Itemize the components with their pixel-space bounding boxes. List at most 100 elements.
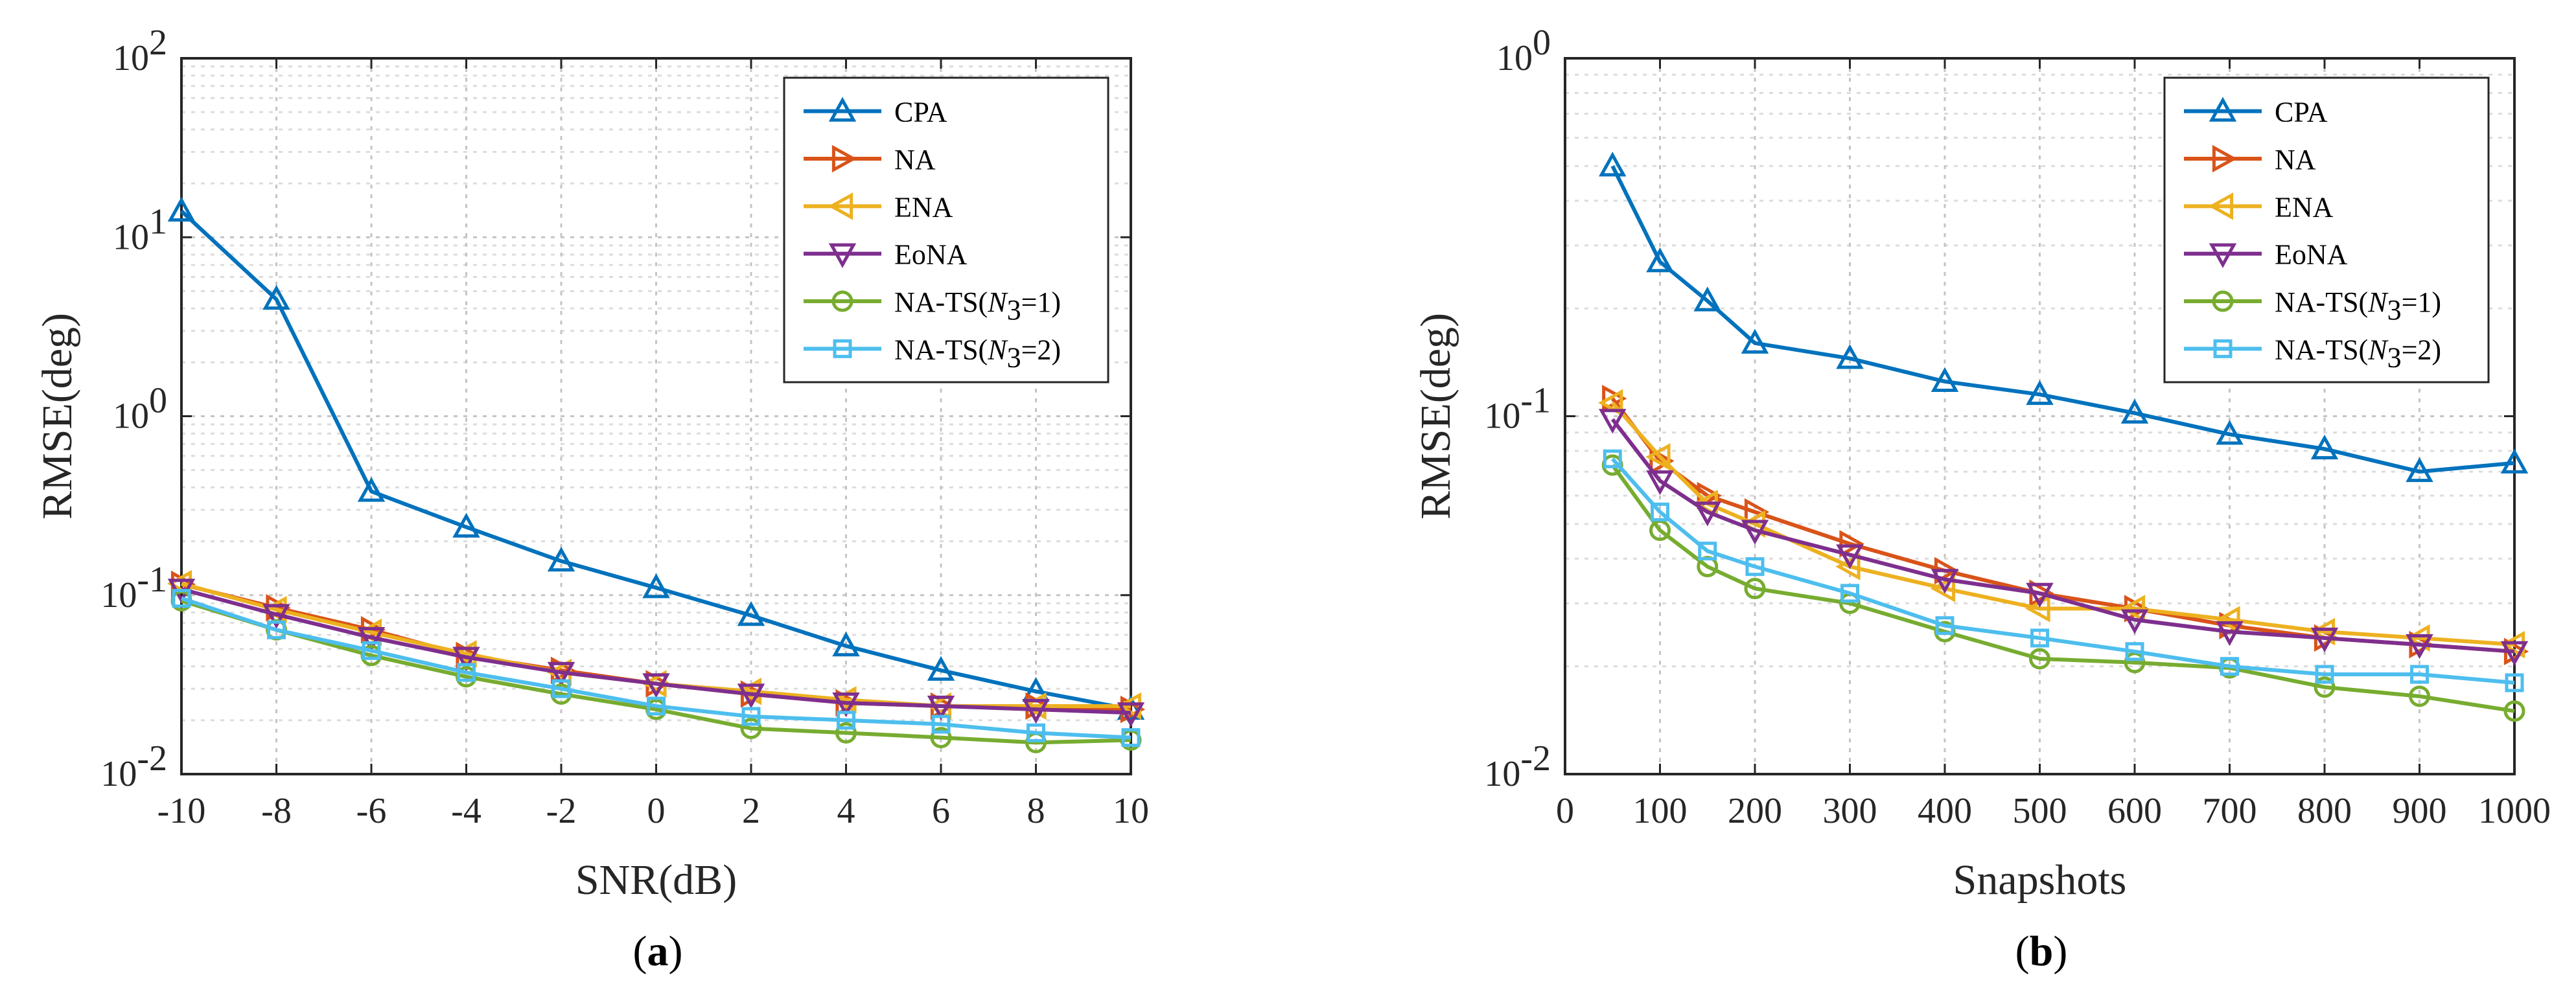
data-point <box>2500 641 2529 666</box>
legend-label-part: =2) <box>1021 334 1061 365</box>
y-tick-label: 102 <box>113 23 167 78</box>
y-tick-label: 10-2 <box>100 738 167 794</box>
series-line <box>180 209 1131 712</box>
legend-label-part: =1) <box>1021 286 1061 318</box>
legend-label-part: NA-TS( <box>2275 286 2368 318</box>
data-point <box>835 722 857 744</box>
legend-marker <box>828 192 853 220</box>
y-tick-exponent: 0 <box>1533 23 1551 63</box>
data-point <box>262 604 290 629</box>
data-point <box>737 600 765 626</box>
legend-label-part: EoNA <box>2275 239 2348 271</box>
data-point <box>2029 648 2050 670</box>
y-axis-label: RMSE(deg) <box>34 313 81 520</box>
data-point <box>1741 520 1769 545</box>
panel-caption: (b) <box>2015 928 2068 975</box>
legend-label-italic: N <box>2367 286 2389 318</box>
legend-item: EoNA <box>2184 239 2348 271</box>
legend-item: EoNA <box>804 239 968 271</box>
legend-label-part: ENA <box>2275 191 2334 223</box>
legend-label-part: CPA <box>894 97 947 128</box>
legend-label: EoNA <box>894 239 968 271</box>
y-tick-label: 10-1 <box>100 560 167 615</box>
x-tick-label: 2 <box>742 791 760 831</box>
legend-label-part: =2) <box>2402 334 2441 365</box>
legend-item: CPA <box>2184 97 2328 128</box>
x-tick-label: 700 <box>2203 791 2257 831</box>
x-tick-label: -10 <box>157 791 206 831</box>
data-point <box>1651 502 1669 521</box>
x-tick-label: -8 <box>261 791 292 831</box>
legend-item: NA-TS(N3=2) <box>2184 334 2441 373</box>
data-point <box>262 284 290 310</box>
legend-marker <box>833 339 852 358</box>
data-point <box>2505 673 2524 692</box>
x-tick-label: 400 <box>1918 791 1972 831</box>
data-point <box>2120 609 2149 634</box>
data-point <box>832 632 860 657</box>
legend-label-subscript: 3 <box>2387 294 2402 326</box>
data-point <box>642 573 670 599</box>
data-point <box>1836 344 1864 369</box>
data-point <box>832 692 860 718</box>
x-tick-label: -4 <box>451 791 482 831</box>
caption-paren-close: ) <box>2053 928 2067 975</box>
y-tick-label: 10-1 <box>1484 381 1551 437</box>
legend-label-italic: N <box>987 286 1008 318</box>
data-point <box>1121 728 1141 748</box>
x-tick-label: 8 <box>1027 791 1045 831</box>
legend-marker <box>831 144 857 173</box>
legend-label-part: CPA <box>2275 97 2328 128</box>
series-EoNA <box>1599 409 2529 666</box>
y-tick-base: 10 <box>113 217 149 257</box>
data-point <box>2409 685 2430 707</box>
data-point <box>1839 530 1864 558</box>
data-point <box>1930 575 1956 602</box>
panel-caption: (a) <box>633 928 683 975</box>
x-tick-label: 4 <box>837 791 855 831</box>
data-point <box>2026 380 2054 406</box>
data-point <box>1022 698 1050 724</box>
y-tick-exponent: 0 <box>149 381 167 421</box>
data-point <box>931 715 951 734</box>
legend-label: NA <box>894 144 936 176</box>
legend-item: ENA <box>2184 191 2334 223</box>
data-point <box>547 547 575 572</box>
y-tick-exponent: -1 <box>137 560 167 600</box>
x-tick-label: 100 <box>1633 791 1688 831</box>
y-tick-exponent: 2 <box>149 23 167 63</box>
x-axis-label: SNR(dB) <box>575 856 737 904</box>
legend-label: NA-TS(N3=2) <box>2275 334 2441 373</box>
data-point <box>647 696 666 716</box>
legend-item: CPA <box>804 97 947 128</box>
legend-label: ENA <box>894 191 953 223</box>
legend-label: CPA <box>2275 97 2328 128</box>
data-point <box>362 641 381 660</box>
data-point <box>1741 328 1769 354</box>
legend-label: NA-TS(N3=1) <box>894 286 1061 326</box>
data-point <box>737 683 765 709</box>
data-point <box>837 711 855 730</box>
data-point <box>1931 367 1959 393</box>
legend-marker <box>2212 144 2238 173</box>
data-point <box>927 656 955 681</box>
data-point <box>1836 544 1864 569</box>
y-tick-base: 10 <box>1484 754 1520 794</box>
x-tick-label: 0 <box>647 791 666 831</box>
legend-label-part: NA-TS( <box>894 334 988 365</box>
y-tick-exponent: -1 <box>1520 381 1551 421</box>
legend-label-subscript: 3 <box>2387 341 2402 373</box>
data-point <box>2406 457 2433 483</box>
caption-letter: b <box>2030 928 2054 975</box>
data-point <box>2310 434 2339 460</box>
legend-label-part: NA <box>894 144 936 176</box>
data-point <box>2215 606 2240 634</box>
data-point <box>1745 557 1765 577</box>
series-line <box>1610 165 2515 474</box>
data-point <box>1027 723 1045 742</box>
legend-marker <box>831 290 853 312</box>
data-point <box>2503 700 2525 722</box>
legend-item: NA <box>804 144 936 176</box>
series-NA-TS(N3=2) <box>1603 449 2524 692</box>
